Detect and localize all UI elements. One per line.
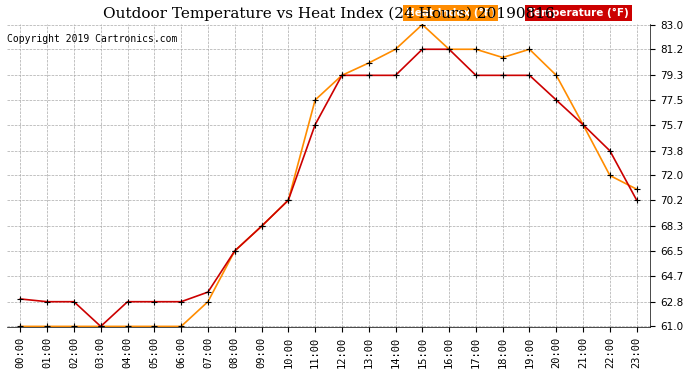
Text: Temperature (°F): Temperature (°F) bbox=[528, 8, 629, 18]
Text: Copyright 2019 Cartronics.com: Copyright 2019 Cartronics.com bbox=[7, 34, 177, 44]
Text: Heat Index (°F): Heat Index (°F) bbox=[406, 8, 495, 18]
Title: Outdoor Temperature vs Heat Index (24 Hours) 20190816: Outdoor Temperature vs Heat Index (24 Ho… bbox=[103, 7, 554, 21]
